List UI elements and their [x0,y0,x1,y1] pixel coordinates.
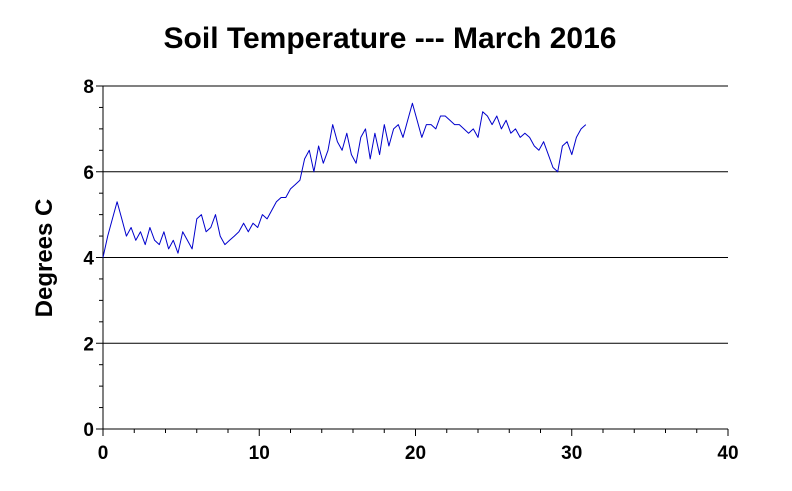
y-tick-label-1: 2 [83,334,94,355]
y-tick-label-0: 0 [83,420,94,441]
x-tick-label-4: 40 [717,443,738,464]
y-tick-label-2: 4 [83,249,94,270]
x-tick-label-0: 0 [98,443,109,464]
axes [96,85,729,436]
chart-title: Soil Temperature --- March 2016 [164,22,617,55]
x-tick-labels: 0 10 20 30 40 [98,443,739,464]
x-tick-label-1: 10 [249,443,270,464]
y-tick-label-3: 6 [83,163,94,184]
gridlines [103,85,728,344]
series-line-0 [102,102,587,258]
plot-area [102,102,587,258]
y-tick-labels: 0 2 4 6 8 [83,77,94,441]
y-axis-label: Degrees C [31,199,58,318]
y-tick-label-4: 8 [83,77,94,98]
x-tick-label-2: 20 [405,443,426,464]
x-tick-label-3: 30 [561,443,582,464]
